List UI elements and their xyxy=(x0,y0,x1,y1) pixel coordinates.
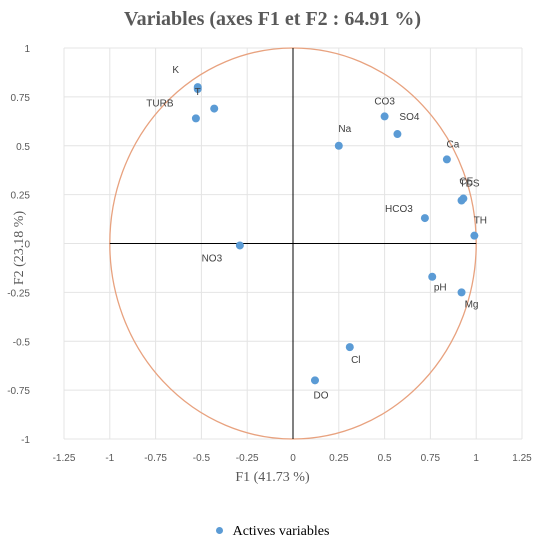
x-tick-label: 0 xyxy=(290,453,296,464)
x-tick-label: -0.75 xyxy=(144,453,167,464)
y-axis-label: F2 (23.18 %) xyxy=(12,210,27,286)
y-tick-label: -0.75 xyxy=(7,386,30,397)
point-label: SO4 xyxy=(399,112,419,123)
data-point xyxy=(310,376,319,385)
data-point xyxy=(193,85,202,94)
y-tick-label: -0.25 xyxy=(7,288,30,299)
x-tick-label: 1 xyxy=(473,453,479,464)
data-point xyxy=(380,112,389,121)
x-tick-label: 0.25 xyxy=(329,453,349,464)
y-tick-label: 0.75 xyxy=(11,93,31,104)
point-label: NO3 xyxy=(202,253,223,264)
data-point xyxy=(428,272,437,281)
chart-title: Variables (axes F1 et F2 : 64.91 %) xyxy=(124,8,421,30)
x-tick-label: 0.75 xyxy=(421,453,441,464)
data-point xyxy=(457,288,466,297)
point-label: TURB xyxy=(146,98,174,109)
y-tick-label: -0.5 xyxy=(13,337,31,348)
point-label: DO xyxy=(313,390,328,401)
legend-marker xyxy=(215,527,223,535)
x-tick-label: -1.25 xyxy=(53,453,76,464)
point-label: CO3 xyxy=(374,96,395,107)
x-tick-label: -1 xyxy=(105,453,114,464)
point-label: Mg xyxy=(465,299,479,310)
y-tick-label: 0 xyxy=(24,240,30,251)
x-tick-label: -0.25 xyxy=(236,453,259,464)
legend-entry: Actives variables xyxy=(232,524,330,539)
x-tick-label: -0.5 xyxy=(193,453,211,464)
point-label: HCO3 xyxy=(385,204,413,215)
data-point xyxy=(235,241,244,250)
data-point xyxy=(470,231,479,240)
y-tick-label: 0.25 xyxy=(11,191,31,202)
y-tick-label: 0.5 xyxy=(16,142,30,153)
data-point xyxy=(420,214,429,223)
x-tick-label: 0.5 xyxy=(378,453,392,464)
data-point xyxy=(442,155,451,164)
data-point xyxy=(345,343,354,352)
data-point xyxy=(459,194,468,203)
data-point xyxy=(334,141,343,150)
point-label: pH xyxy=(434,283,447,294)
y-tick-label: -1 xyxy=(21,435,30,446)
point-label: TH xyxy=(474,216,487,227)
point-label: K xyxy=(172,65,179,76)
x-tick-label: 1.25 xyxy=(512,453,532,464)
data-point xyxy=(210,104,219,113)
data-point xyxy=(191,114,200,123)
point-label: TDS xyxy=(460,178,480,189)
y-tick-label: 1 xyxy=(24,44,30,55)
point-label: Na xyxy=(338,124,351,135)
point-label: Ca xyxy=(446,139,459,150)
point-label: CE xyxy=(459,177,473,188)
legend: Actives variables xyxy=(0,524,545,540)
x-axis-label: F1 (41.73 %) xyxy=(235,470,310,485)
point-label: Cl xyxy=(351,355,360,366)
data-point xyxy=(393,130,402,139)
point-label: T xyxy=(195,87,201,98)
